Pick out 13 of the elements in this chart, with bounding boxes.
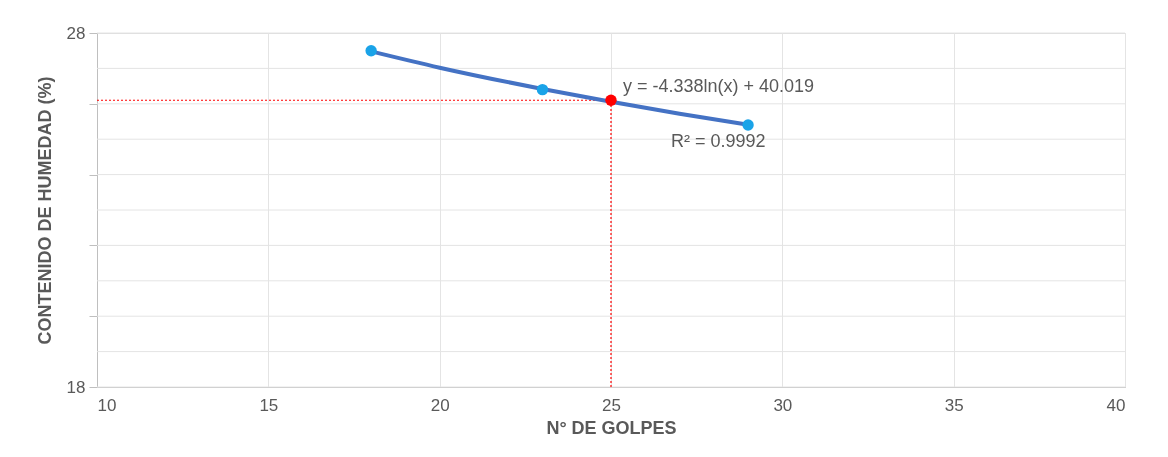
x-axis-title: N° DE GOLPES — [546, 417, 677, 438]
x-tick-label: 40 — [1106, 395, 1126, 415]
annotation: y = -4.338ln(x) + 40.019 — [623, 76, 815, 97]
x-tick-label: 20 — [430, 395, 450, 415]
x-tick-label: 15 — [259, 395, 279, 415]
y-tick-label: 28 — [66, 23, 86, 43]
y-axis-title: CONTENIDO DE HUMEDAD (%) — [34, 76, 55, 345]
annotation: R² = 0.9992 — [671, 131, 766, 152]
x-tick-label: 10 — [97, 395, 117, 415]
x-tick-label: 30 — [773, 395, 793, 415]
x-tick-label: 25 — [602, 395, 621, 415]
x-tick-label: 35 — [944, 395, 964, 415]
y-tick-label: 18 — [66, 377, 86, 397]
